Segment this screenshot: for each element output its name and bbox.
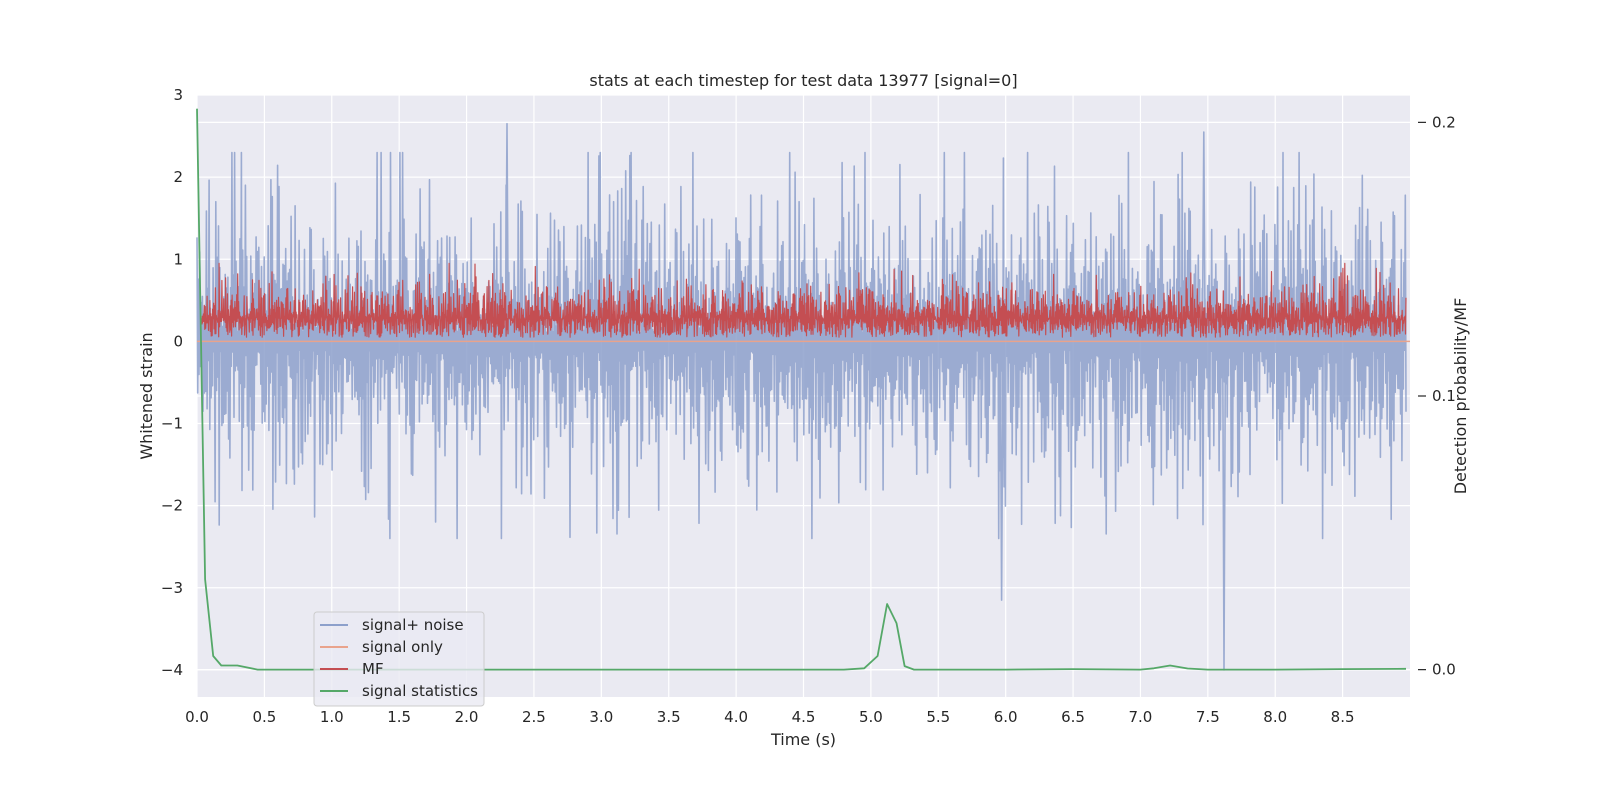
chart-title: stats at each timestep for test data 139… [589,71,1017,90]
legend-entry-label: signal only [362,638,443,656]
y-tick-label: −3 [161,579,183,597]
y-axis-ticks: 3 2 1 0 −1 −2 −3 −4 [161,86,183,679]
plot-area [196,94,1410,697]
y2-axis-label: Detection probability/MF [1451,298,1470,495]
x-tick-label: 8.5 [1331,708,1355,726]
x-tick-label: 5.0 [859,708,883,726]
x-tick-label: 5.5 [926,708,950,726]
legend: signal+ noise signal only MF signal statist… [313,611,485,707]
x-tick-label: 7.0 [1129,708,1153,726]
x-tick-label: 0.5 [252,708,276,726]
series-line-mf [200,262,1407,338]
y2-tick-label: 0.2 [1432,113,1456,131]
x-tick-label: 4.5 [792,708,816,726]
y-tick-label: −2 [161,497,183,515]
x-tick-label: 3.0 [589,708,613,726]
x-tick-label: 4.0 [724,708,748,726]
x-tick-label: 0.0 [185,708,209,726]
legend-entry-label: signal statistics [362,682,478,700]
y-tick-label: −4 [161,661,183,679]
x-tick-label: 8.0 [1263,708,1287,726]
series-line-signal-statistics [196,108,1407,671]
x-tick-label: 1.5 [387,708,411,726]
x-tick-label: 7.5 [1196,708,1220,726]
x-axis-ticks: 0.0 0.5 1.0 1.5 2.0 2.5 3.0 3.5 4.0 4.5 5.0 5.5 6.0 6… [185,708,1354,726]
x-axis-label: Time (s) [770,730,836,749]
x-tick-label: 3.5 [657,708,681,726]
y2-tick-label: 0.1 [1432,387,1456,405]
y-tick-label: −1 [161,415,183,433]
series-layer [196,108,1410,671]
y-tick-label: 0 [173,332,183,350]
x-tick-label: 2.5 [522,708,546,726]
x-tick-label: 2.0 [455,708,479,726]
x-tick-label: 6.0 [994,708,1018,726]
x-tick-label: 1.0 [320,708,344,726]
y-axis-label: Whitened strain [137,332,156,459]
legend-box [313,611,485,707]
legend-entry-label: MF [362,660,384,678]
y2-axis-ticks: 0.2 0.1 0.0 [1418,113,1456,679]
legend-entry-label: signal+ noise [362,616,464,634]
y-tick-label: 3 [173,86,183,104]
y2-tick-label: 0.0 [1432,661,1456,679]
legend-items: signal+ noise signal only MF signal statist… [320,616,478,700]
y-tick-label: 1 [173,250,183,268]
y-tick-label: 2 [173,168,183,186]
x-tick-label: 6.5 [1061,708,1085,726]
